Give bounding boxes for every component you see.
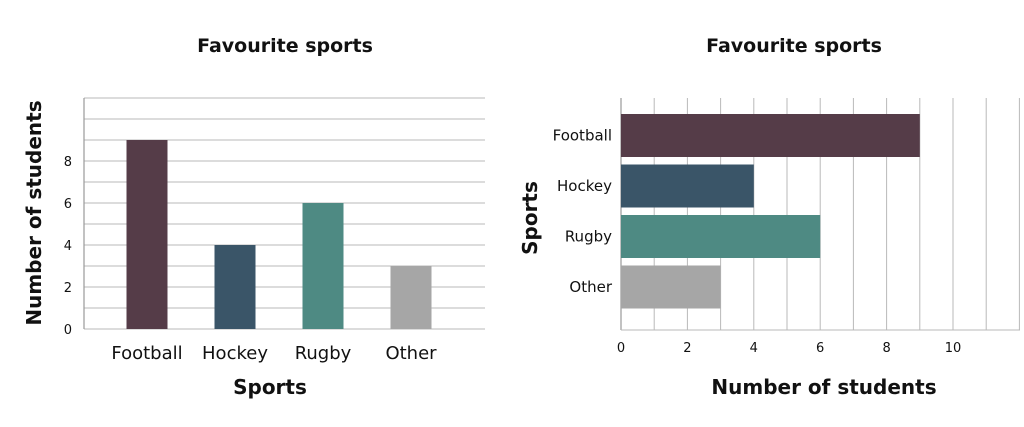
- left-y-tick-2: 2: [64, 281, 72, 296]
- right-category-labels: Football Hockey Rugby Other: [553, 127, 613, 297]
- right-chart-title: Favourite sports: [706, 35, 882, 57]
- left-category-labels: Football Hockey Rugby Other: [111, 343, 437, 364]
- right-x-tick-10: 10: [945, 341, 962, 356]
- right-x-tick-0: 0: [617, 341, 625, 356]
- left-category-rugby: Rugby: [295, 343, 352, 364]
- right-bars: [621, 114, 920, 309]
- right-bar-rugby: [621, 215, 821, 258]
- horizontal-bar-chart: Favourite sports 0 2 4 6 8 10 Football Hockey R…: [518, 35, 1020, 399]
- right-x-axis-title: Number of students: [711, 375, 936, 399]
- right-bar-football: [621, 114, 920, 157]
- right-x-tick-8: 8: [882, 341, 890, 356]
- right-x-tick-2: 2: [683, 341, 691, 356]
- left-category-other: Other: [385, 343, 437, 364]
- right-category-rugby: Rugby: [565, 228, 612, 246]
- left-bar-hockey: [214, 245, 256, 329]
- left-y-tick-4: 4: [64, 239, 72, 254]
- right-category-hockey: Hockey: [557, 177, 612, 195]
- left-bar-rugby: [302, 203, 344, 329]
- left-y-axis-title: Number of students: [22, 100, 46, 325]
- right-x-tick-6: 6: [816, 341, 824, 356]
- vertical-bar-chart: Favourite sports 0 2 4 6 8 Football Hockey Rug…: [22, 35, 485, 399]
- right-x-tick-labels: 0 2 4 6 8 10: [617, 341, 961, 356]
- left-bar-other: [390, 266, 432, 329]
- left-y-tick-8: 8: [64, 155, 72, 170]
- left-y-tick-6: 6: [64, 197, 72, 212]
- right-bar-hockey: [621, 164, 754, 208]
- right-category-other: Other: [569, 278, 612, 296]
- right-category-football: Football: [553, 127, 612, 145]
- left-y-tick-labels: 0 2 4 6 8: [64, 155, 72, 338]
- right-y-axis-title: Sports: [518, 181, 542, 255]
- left-x-axis-title: Sports: [233, 375, 307, 399]
- right-bar-other: [621, 265, 721, 309]
- left-category-hockey: Hockey: [202, 343, 268, 364]
- left-bar-football: [126, 140, 168, 329]
- right-x-tick-4: 4: [750, 341, 758, 356]
- left-y-tick-0: 0: [64, 323, 72, 338]
- left-chart-title: Favourite sports: [197, 35, 373, 57]
- left-bars: [126, 140, 432, 329]
- left-category-football: Football: [111, 343, 182, 364]
